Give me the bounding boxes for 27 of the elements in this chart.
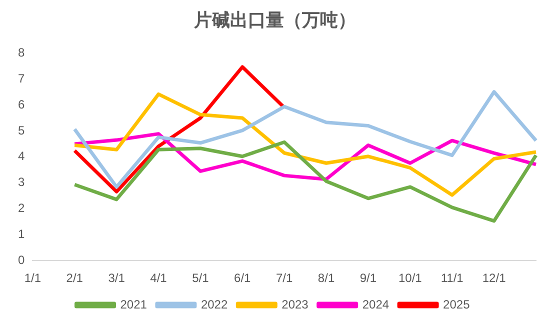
x-tick-label: 12/1 — [482, 271, 506, 286]
x-tick-label: 2/1 — [66, 271, 84, 286]
x-tick-label: 5/1 — [192, 271, 210, 286]
x-tick-label: 7/1 — [276, 271, 293, 286]
y-tick-label: 0 — [18, 252, 25, 267]
x-tick-label: 1/1 — [24, 271, 42, 286]
x-tick-label: 6/1 — [234, 271, 252, 286]
x-tick-label: 10/1 — [398, 271, 422, 286]
legend-label: 2023 — [282, 297, 309, 312]
legend-label: 2021 — [120, 297, 148, 312]
legend-label: 2022 — [200, 297, 228, 312]
chart-title: 片碱出口量（万吨） — [192, 9, 357, 32]
x-tick-label: 3/1 — [108, 271, 126, 286]
y-tick-label: 3 — [18, 175, 25, 190]
legend-label: 2024 — [362, 297, 390, 312]
y-tick-label: 5 — [18, 123, 25, 138]
legend-label: 2025 — [443, 297, 470, 312]
y-tick-label: 7 — [18, 71, 25, 86]
x-tick-label: 8/1 — [318, 271, 335, 286]
y-tick-label: 1 — [18, 226, 25, 241]
y-tick-label: 2 — [18, 201, 25, 216]
y-tick-label: 4 — [18, 149, 25, 164]
x-tick-label: 11/1 — [440, 271, 464, 286]
x-tick-label: 9/1 — [360, 271, 377, 286]
y-tick-label: 6 — [18, 97, 25, 112]
x-tick-label: 4/1 — [150, 271, 168, 286]
y-tick-label: 8 — [18, 46, 25, 60]
